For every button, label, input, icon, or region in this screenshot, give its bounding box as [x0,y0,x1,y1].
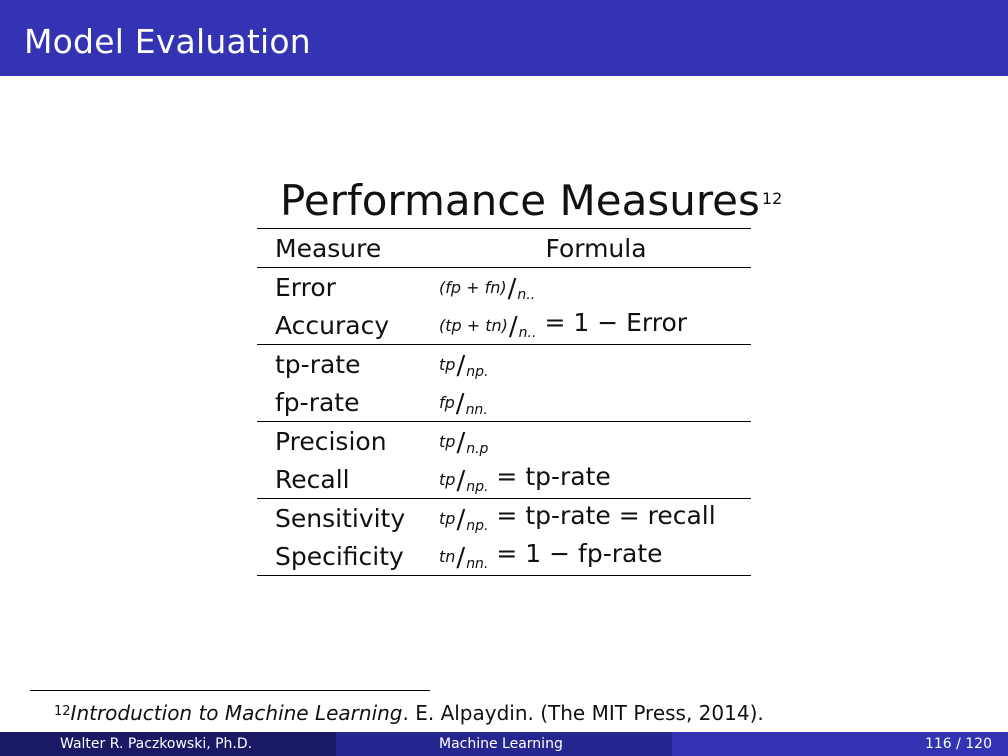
formula-cell: tp/np. = tp-rate = recall [423,498,751,537]
table-header-row: Measure Formula [257,228,751,268]
formula-cell: (tp + tn)/n.. = 1 − Error [439,308,688,342]
formula-cell: fp/nn. [439,389,488,419]
table-row: Precision tp/n.p [257,421,751,460]
measure-cell: tp-rate [257,344,423,383]
formula-cell: (fp + fn)/n.. [423,267,751,306]
table-heading: Performance Measures 12 [280,176,782,226]
column-header-formula: Formula [423,228,751,268]
formula-denominator: np. [466,479,489,495]
formula-numerator: (fp + fn) [439,278,507,297]
formula-cell: tp/np. [423,344,751,383]
slide-title-bar: Model Evaluation [0,0,1008,76]
table-row: Recall tp/np. = tp-rate [257,460,751,499]
formula-numerator: tn [439,547,456,566]
formula-equals: = tp-rate [496,462,611,491]
formula-denominator: n.. [517,287,536,303]
formula-cell: tn/nn. = 1 − fp-rate [423,537,751,576]
formula-denominator: nn. [466,556,489,572]
footnote: 12Introduction to Machine Learning. E. A… [54,700,764,726]
footer-pages-segment: 116 / 120 [672,732,1008,756]
footer-course-segment: Machine Learning [336,732,672,756]
heading-footnote-mark: 12 [761,189,783,208]
measure-cell: Specificity [257,537,423,576]
formula-equals: = 1 − fp-rate [496,539,663,568]
table-row: Specificity tn/nn. = 1 − fp-rate [257,537,751,576]
formula-numerator: fp [439,393,455,412]
table-heading-text: Performance Measures [280,176,760,225]
footnote-citation: . E. Alpaydin. (The MIT Press, 2014). [402,701,764,725]
formula-numerator: tp [439,470,456,489]
footer-course: Machine Learning [439,736,563,752]
formula-cell: tp/n.p [423,421,751,460]
formula-denominator: nn. [465,402,488,418]
footnote-book-title: Introduction to Machine Learning [70,701,403,725]
measure-cell: Sensitivity [257,498,423,537]
slide-footer: Walter R. Paczkowski, Ph.D. Machine Lear… [0,732,1008,756]
column-header-measure: Measure [257,228,423,268]
performance-measures-table: Measure Formula Error (fp + fn)/n.. Accu… [257,228,751,576]
table-row: Sensitivity tp/np. = tp-rate = recall [257,498,751,537]
formula-cell: tp/np. = tp-rate [439,462,611,496]
formula-denominator: np. [466,518,489,534]
table-row: Accuracy (tp + tn)/n.. = 1 − Error [257,306,751,345]
measure-cell: fp-rate [275,387,360,417]
measure-cell: Recall [275,464,350,494]
table-row: Error (fp + fn)/n.. [257,267,751,306]
page-counter: 116 / 120 [924,736,992,752]
measure-cell: Accuracy [275,310,390,340]
formula-denominator: n.p [466,441,489,457]
formula-equals: = tp-rate = recall [496,501,716,530]
slide-title: Model Evaluation [24,22,311,61]
footnote-divider [30,690,430,691]
measure-cell: Precision [257,421,423,460]
table-row: tp-rate tp/np. [257,344,751,383]
formula-numerator: tp [439,432,456,451]
table-row: fp-rate fp/nn. [257,383,751,422]
formula-denominator: np. [466,364,489,380]
footer-author-segment: Walter R. Paczkowski, Ph.D. [0,732,336,756]
measure-cell: Error [257,267,423,306]
formula-numerator: tp [439,355,456,374]
formula-numerator: (tp + tn) [439,316,508,335]
footnote-mark: 12 [54,704,71,719]
formula-denominator: n.. [518,325,537,341]
footer-author: Walter R. Paczkowski, Ph.D. [60,736,253,752]
formula-equals: = 1 − Error [544,308,688,337]
formula-numerator: tp [439,509,456,528]
